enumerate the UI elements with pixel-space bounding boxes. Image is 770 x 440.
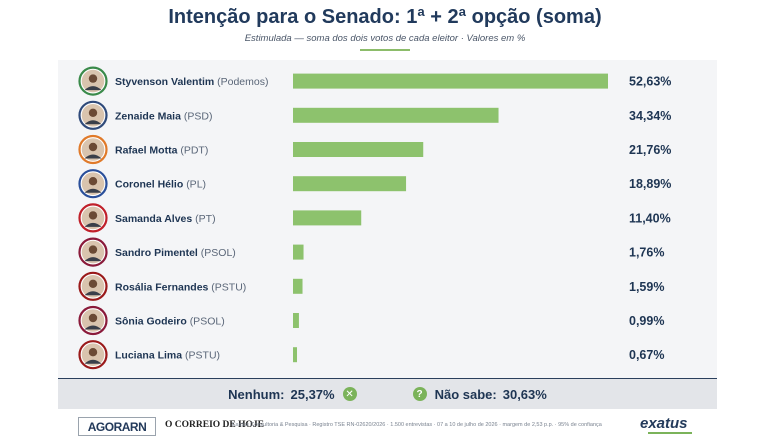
candidate-row: Luciana Lima (PSTU) 0,67% bbox=[78, 340, 664, 370]
candidate-party: (PSD) bbox=[184, 110, 213, 122]
candidate-name: Samanda Alves bbox=[115, 213, 195, 225]
footer: AGORARN O CORREIO DE HOJE Exatus Consult… bbox=[0, 412, 770, 440]
value-label: 21,76% bbox=[629, 143, 671, 157]
candidate-party: (PL) bbox=[186, 179, 206, 191]
none-label: Nenhum: bbox=[228, 386, 285, 402]
bar bbox=[293, 142, 424, 157]
candidate-row: Coronel Hélio (PL) 18,89% bbox=[78, 169, 671, 199]
avatar bbox=[78, 305, 108, 336]
question-circle-icon: ? bbox=[412, 387, 427, 401]
bar bbox=[293, 107, 499, 123]
value-label: 18,89% bbox=[629, 177, 671, 191]
page-subtitle: Estimulada — soma dos dois votos de cada… bbox=[244, 33, 526, 44]
none-group: Nenhum: 25,37% ✕ bbox=[228, 387, 364, 402]
candidate-name: Coronel Hélio bbox=[115, 179, 186, 191]
candidate-party: (PDT) bbox=[180, 145, 208, 157]
x-circle-icon: ✕ bbox=[342, 387, 357, 401]
avatar bbox=[78, 100, 108, 130]
source-note: Exatus Consultoria & Pesquisa · Registro… bbox=[232, 422, 602, 428]
candidate-label: Rafael Motta (PDT) bbox=[115, 145, 208, 157]
unknown-label: Não sabe: bbox=[434, 386, 497, 402]
candidate-label: Sônia Godeiro (PSOL) bbox=[115, 316, 225, 328]
page-title: Intenção para o Senado: 1ª + 2ª opção (s… bbox=[168, 6, 602, 28]
candidate-row: Rosália Fernandes (PSTU) 1,59% bbox=[78, 271, 664, 301]
candidate-name: Rafael Motta bbox=[115, 145, 180, 157]
value-label: 1,59% bbox=[629, 280, 664, 294]
avatar bbox=[78, 66, 108, 96]
value-label: 0,99% bbox=[629, 314, 664, 328]
avatar bbox=[78, 169, 108, 199]
candidate-party: (PSTU) bbox=[185, 350, 220, 362]
value-label: 34,34% bbox=[629, 109, 671, 123]
candidate-party: (PT) bbox=[195, 213, 215, 225]
candidate-label: Luciana Lima (PSTU) bbox=[115, 350, 220, 362]
candidate-name: Rosália Fernandes bbox=[115, 281, 211, 293]
chart-card: Styvenson Valentim (Podemos) 52,63% Zenaid… bbox=[58, 60, 717, 380]
candidate-party: (PSOL) bbox=[201, 247, 236, 259]
bar bbox=[293, 244, 304, 260]
bar bbox=[293, 176, 407, 192]
candidate-party: (PSTU) bbox=[211, 281, 246, 293]
candidate-row: Zenaide Maia (PSD) 34,34% bbox=[78, 100, 671, 130]
candidate-name: Luciana Lima bbox=[115, 350, 185, 362]
value-label: 0,67% bbox=[629, 348, 664, 362]
candidate-row: Samanda Alves (PT) 11,40% bbox=[78, 203, 671, 233]
correio-logo: O CORREIO DE HOJE bbox=[165, 420, 264, 430]
avatar bbox=[78, 340, 108, 370]
avatar bbox=[78, 271, 108, 301]
candidate-label: Samanda Alves (PT) bbox=[115, 213, 216, 225]
candidate-label: Styvenson Valentim (Podemos) bbox=[115, 76, 268, 88]
candidate-name: Sandro Pimentel bbox=[115, 247, 201, 259]
candidate-label: Zenaide Maia (PSD) bbox=[115, 110, 212, 122]
title-underline bbox=[360, 49, 410, 51]
value-label: 52,63% bbox=[629, 75, 671, 89]
avatar bbox=[78, 237, 108, 267]
bar bbox=[293, 73, 608, 89]
none-value: 25,37% bbox=[290, 386, 335, 402]
candidate-name: Zenaide Maia bbox=[115, 110, 184, 122]
bar bbox=[293, 210, 362, 226]
bar bbox=[293, 278, 303, 294]
candidate-label: Coronel Hélio (PL) bbox=[115, 179, 206, 191]
candidate-name: Styvenson Valentim bbox=[115, 76, 217, 88]
agorarn-logo: AGORARN bbox=[78, 417, 156, 436]
bar-chart: Styvenson Valentim (Podemos) 52,63% Zenaid… bbox=[78, 66, 671, 370]
candidate-label: Sandro Pimentel (PSOL) bbox=[115, 247, 236, 259]
bar bbox=[293, 313, 299, 328]
bar bbox=[293, 347, 298, 363]
candidate-name: Sônia Godeiro bbox=[115, 316, 190, 328]
exatus-logo-underline bbox=[648, 432, 692, 434]
unknown-group: ? Não sabe: 30,63% bbox=[405, 387, 547, 402]
unknown-value: 30,63% bbox=[502, 386, 547, 402]
value-label: 11,40% bbox=[629, 211, 671, 225]
candidate-row: Sônia Godeiro (PSOL) 0,99% bbox=[78, 305, 664, 336]
value-label: 1,76% bbox=[629, 246, 664, 260]
candidate-label: Rosália Fernandes (PSTU) bbox=[115, 281, 246, 293]
candidate-row: Styvenson Valentim (Podemos) 52,63% bbox=[78, 66, 671, 96]
exatus-logo: exatus bbox=[640, 415, 688, 432]
summary-band: Nenhum: 25,37% ✕ ? Não sabe: 30,63% bbox=[58, 379, 717, 409]
candidate-row: Sandro Pimentel (PSOL) 1,76% bbox=[78, 237, 664, 267]
avatar bbox=[78, 203, 108, 233]
avatar bbox=[78, 134, 108, 165]
candidate-row: Rafael Motta (PDT) 21,76% bbox=[78, 134, 671, 165]
candidate-party: (Podemos) bbox=[217, 76, 268, 88]
candidate-party: (PSOL) bbox=[190, 316, 225, 328]
